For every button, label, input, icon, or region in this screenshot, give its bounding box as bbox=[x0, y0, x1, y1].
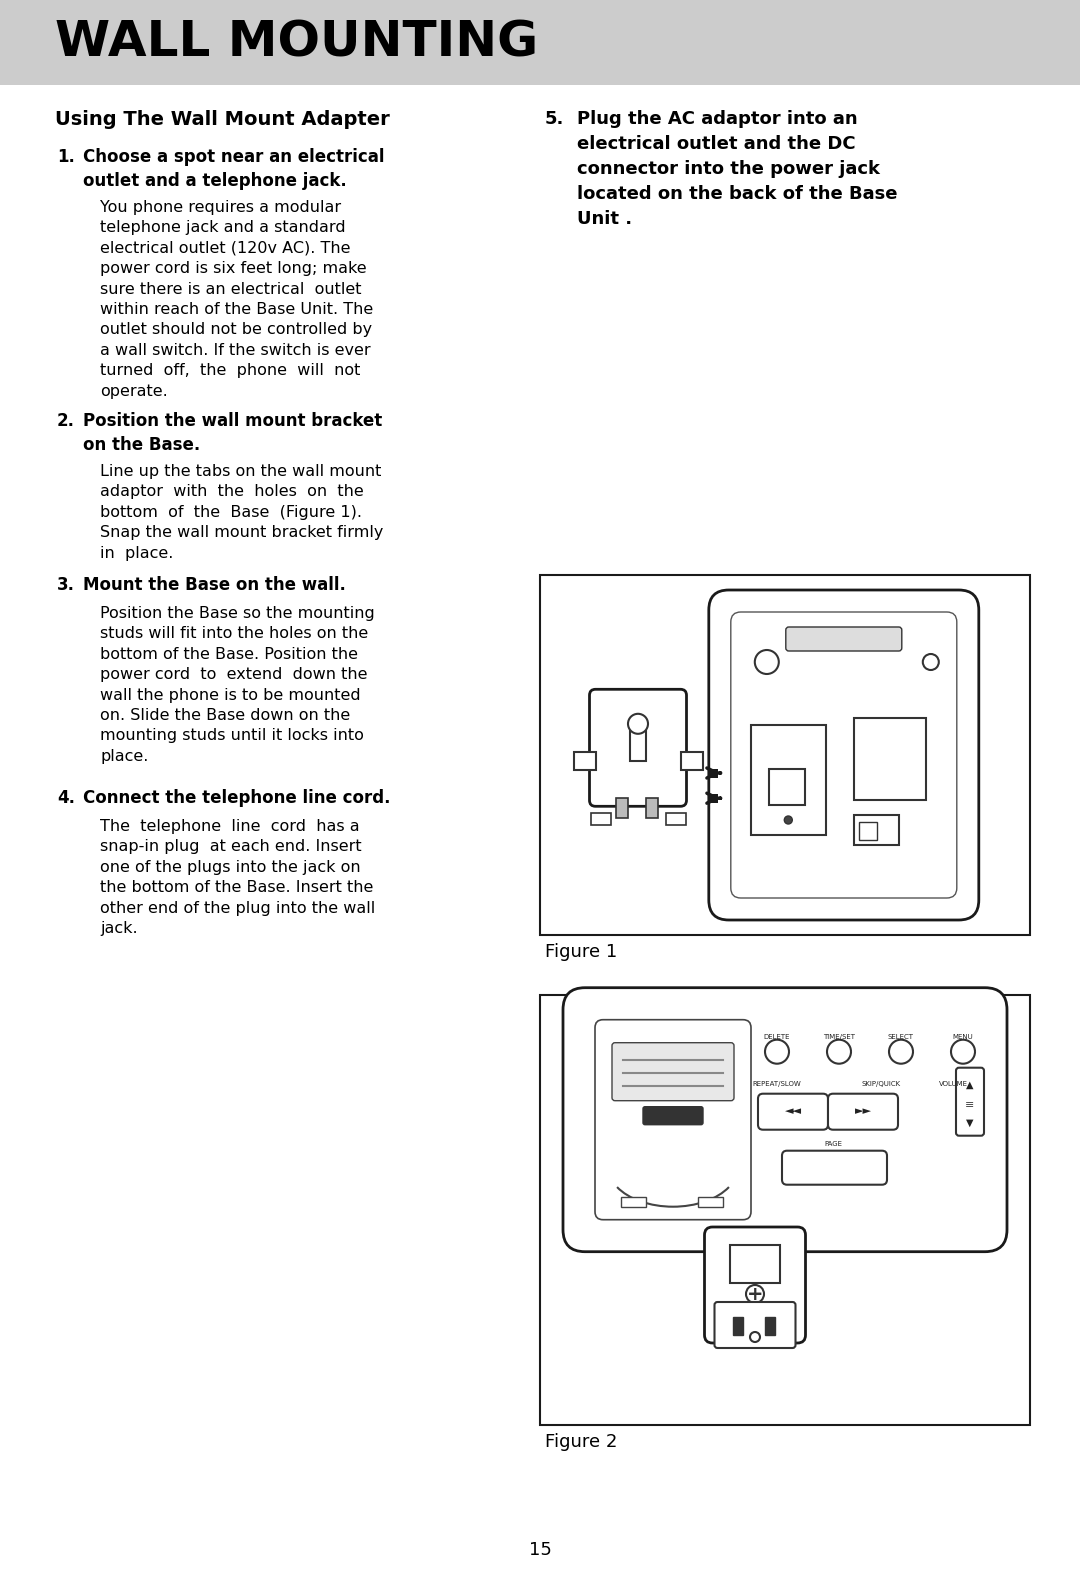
Bar bbox=[708, 769, 717, 777]
Text: ►►: ►► bbox=[854, 1106, 872, 1115]
Wedge shape bbox=[951, 1040, 975, 1063]
Circle shape bbox=[750, 1332, 760, 1341]
Text: Position the wall mount bracket
on the Base.: Position the wall mount bracket on the B… bbox=[83, 412, 382, 453]
Bar bbox=[680, 752, 702, 769]
Text: ▼: ▼ bbox=[967, 1117, 974, 1128]
Circle shape bbox=[778, 1258, 784, 1266]
FancyBboxPatch shape bbox=[704, 1228, 806, 1343]
FancyBboxPatch shape bbox=[715, 1302, 796, 1348]
Bar bbox=[630, 732, 646, 762]
Text: TIME/SET: TIME/SET bbox=[823, 1033, 855, 1040]
Wedge shape bbox=[765, 1040, 789, 1063]
Text: 1.: 1. bbox=[57, 149, 75, 166]
Bar bbox=[733, 1318, 743, 1335]
Text: 15: 15 bbox=[528, 1540, 552, 1559]
FancyBboxPatch shape bbox=[828, 1093, 897, 1130]
FancyBboxPatch shape bbox=[786, 627, 902, 651]
Bar bbox=[540, 575, 1030, 935]
Text: PAGE: PAGE bbox=[824, 1141, 842, 1147]
Circle shape bbox=[755, 649, 779, 675]
Text: WALL MOUNTING: WALL MOUNTING bbox=[55, 19, 538, 66]
Text: VOLUME: VOLUME bbox=[939, 1081, 968, 1087]
Text: 3.: 3. bbox=[57, 577, 75, 594]
Bar bbox=[769, 769, 805, 804]
Bar bbox=[665, 814, 686, 825]
FancyBboxPatch shape bbox=[643, 1106, 703, 1125]
FancyBboxPatch shape bbox=[612, 1043, 734, 1101]
Text: Plug the AC adaptor into an
electrical outlet and the DC
connector into the powe: Plug the AC adaptor into an electrical o… bbox=[577, 111, 897, 228]
Bar bbox=[616, 798, 627, 818]
Text: MENU: MENU bbox=[953, 1033, 973, 1040]
Text: Line up the tabs on the wall mount
adaptor  with  the  holes  on  the
bottom  of: Line up the tabs on the wall mount adapt… bbox=[100, 465, 383, 561]
Text: ≡: ≡ bbox=[966, 1100, 974, 1109]
Text: Choose a spot near an electrical
outlet and a telephone jack.: Choose a spot near an electrical outlet … bbox=[83, 149, 384, 190]
Text: REPEAT/SLOW: REPEAT/SLOW bbox=[753, 1081, 801, 1087]
Text: You phone requires a modular
telephone jack and a standard
electrical outlet (12: You phone requires a modular telephone j… bbox=[100, 201, 374, 398]
Text: ◄◄: ◄◄ bbox=[784, 1106, 801, 1115]
FancyBboxPatch shape bbox=[590, 689, 687, 806]
Bar bbox=[859, 822, 877, 841]
Bar bbox=[854, 717, 926, 799]
Bar bbox=[765, 1318, 775, 1335]
FancyBboxPatch shape bbox=[782, 1150, 887, 1185]
Text: 5.: 5. bbox=[545, 111, 565, 128]
Bar bbox=[591, 814, 610, 825]
Bar bbox=[621, 1196, 646, 1207]
Circle shape bbox=[771, 1258, 779, 1266]
Text: MIC: MIC bbox=[753, 1245, 767, 1255]
Text: +: + bbox=[746, 1285, 764, 1304]
Circle shape bbox=[746, 1285, 764, 1304]
Bar bbox=[751, 725, 826, 834]
Wedge shape bbox=[889, 1040, 913, 1063]
FancyBboxPatch shape bbox=[758, 1093, 828, 1130]
Wedge shape bbox=[827, 1040, 851, 1063]
Circle shape bbox=[922, 654, 939, 670]
FancyBboxPatch shape bbox=[563, 988, 1007, 1251]
Bar bbox=[854, 815, 899, 845]
Text: DELETE: DELETE bbox=[764, 1033, 791, 1040]
Text: Position the Base so the mounting
studs will fit into the holes on the
bottom of: Position the Base so the mounting studs … bbox=[100, 607, 375, 763]
Bar bbox=[573, 752, 595, 769]
Circle shape bbox=[766, 1258, 772, 1266]
Text: SKIP/QUICK: SKIP/QUICK bbox=[862, 1081, 901, 1087]
Text: Figure 1: Figure 1 bbox=[545, 943, 618, 961]
FancyBboxPatch shape bbox=[956, 1068, 984, 1136]
Circle shape bbox=[627, 714, 648, 733]
Bar bbox=[646, 798, 658, 818]
Bar bbox=[698, 1196, 723, 1207]
Text: 4.: 4. bbox=[57, 788, 75, 807]
FancyBboxPatch shape bbox=[708, 589, 978, 920]
Text: 2.: 2. bbox=[57, 412, 75, 430]
Bar bbox=[708, 795, 717, 803]
Text: Figure 2: Figure 2 bbox=[545, 1433, 618, 1450]
Circle shape bbox=[784, 815, 793, 825]
Text: SELECT: SELECT bbox=[888, 1033, 914, 1040]
Text: The  telephone  line  cord  has a
snap-in plug  at each end. Insert
one of the p: The telephone line cord has a snap-in pl… bbox=[100, 818, 375, 935]
Bar bbox=[540, 995, 1030, 1425]
FancyBboxPatch shape bbox=[731, 611, 957, 897]
FancyBboxPatch shape bbox=[595, 1019, 751, 1220]
Text: Using The Wall Mount Adapter: Using The Wall Mount Adapter bbox=[55, 111, 390, 130]
Text: ▲: ▲ bbox=[967, 1079, 974, 1090]
Text: Mount the Base on the wall.: Mount the Base on the wall. bbox=[83, 577, 346, 594]
Text: Connect the telephone line cord.: Connect the telephone line cord. bbox=[83, 788, 391, 807]
Bar bbox=[0, 0, 1080, 85]
Bar bbox=[730, 1245, 780, 1283]
